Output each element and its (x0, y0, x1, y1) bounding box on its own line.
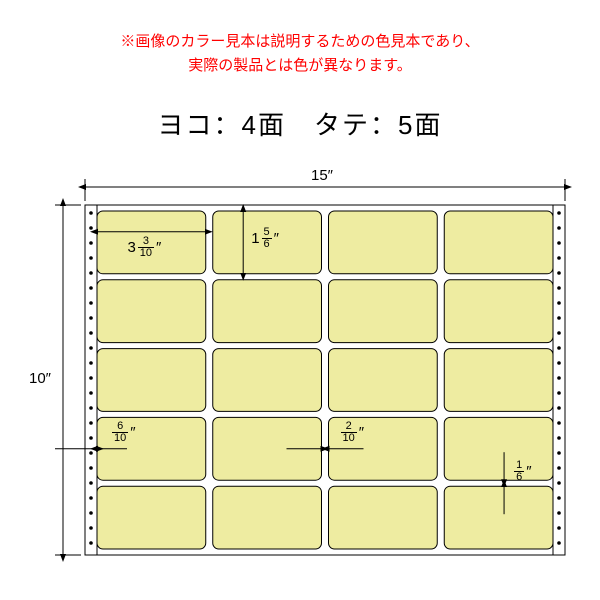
frac: 6 10 (112, 421, 128, 444)
dim-bottom-margin: 6 10 ″ (112, 421, 136, 444)
dim-row-gap: 1 6 ″ (514, 460, 531, 483)
note-line-1: ※画像のカラー見本は説明するための色見本であり、 (0, 30, 600, 54)
dim-sheet-width: 15″ (311, 167, 335, 184)
frac: 1 6 (514, 460, 524, 483)
note-line-2: 実際の製品とは色が異なります。 (0, 54, 600, 78)
dim-sheet-height: 10″ (29, 370, 53, 387)
frac: 3 10 (138, 236, 154, 259)
diagram-svg (35, 160, 575, 580)
dim-label-height: 1 5 6 ″ (251, 227, 279, 250)
label-sheet-diagram: 15″ 10″ 3 3 10 ″ 1 5 6 ″ 6 (35, 160, 575, 580)
dim-col-gap: 2 10 ″ (341, 421, 365, 444)
page-root: ※画像のカラー見本は説明するための色見本であり、 実際の製品とは色が異なります。… (0, 0, 600, 600)
frac: 5 6 (262, 227, 272, 250)
heading: ヨコ：4面 タテ：5面 (0, 105, 600, 142)
frac: 2 10 (341, 421, 357, 444)
dim-label-width: 3 3 10 ″ (127, 236, 161, 259)
color-warning-note: ※画像のカラー見本は説明するための色見本であり、 実際の製品とは色が異なります。 (0, 30, 600, 78)
